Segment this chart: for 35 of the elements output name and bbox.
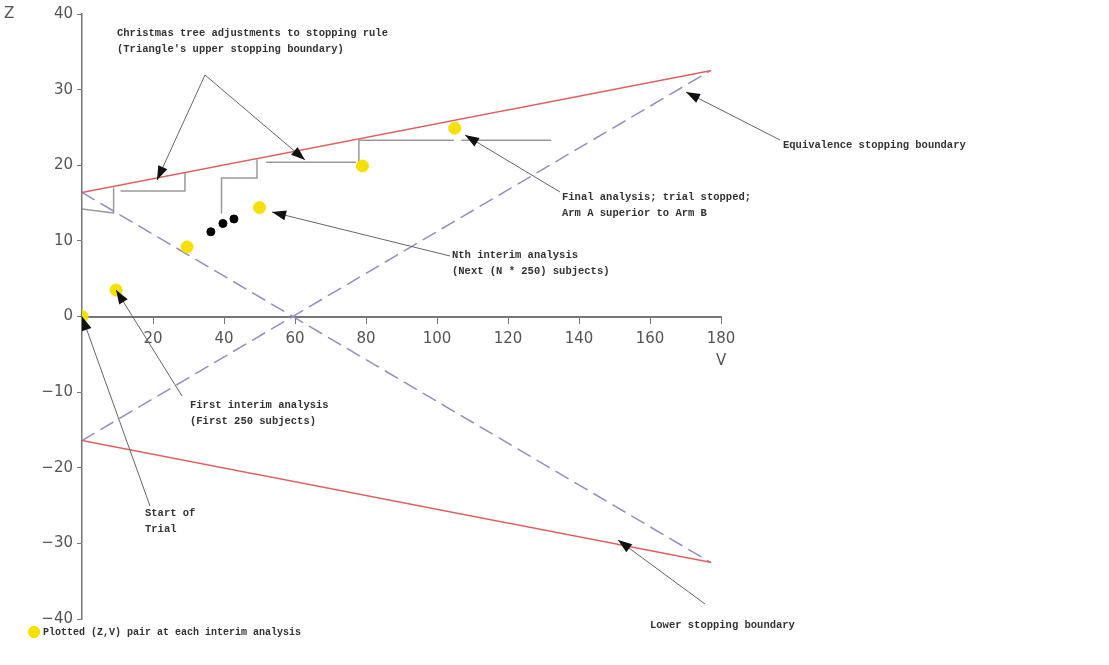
point xyxy=(218,218,228,228)
y-tick-label: −40 xyxy=(41,608,73,627)
text: Equivalence stopping boundary xyxy=(783,138,967,151)
annotation: Christmas tree adjustments to stopping rule (Triangle's upper stopping boundary) xyxy=(117,26,388,55)
x-tick-label: 20 xyxy=(143,329,163,348)
y-tick-label: 40 xyxy=(53,3,73,22)
annotation: Lower stopping boundary xyxy=(650,618,796,631)
x-tick-label: 160 xyxy=(635,329,665,348)
y-tick-label: 20 xyxy=(53,155,73,174)
y-tick-label: −20 xyxy=(41,457,73,476)
x-tick-label: 140 xyxy=(564,329,594,348)
y-tick-label: −30 xyxy=(41,533,73,552)
x-tick-label: 100 xyxy=(422,329,452,348)
annotation: First interim analysis (First 250 subjects) xyxy=(190,398,329,427)
x-tick-label: 40 xyxy=(214,329,234,348)
x-tick-label: 180 xyxy=(706,329,736,348)
point xyxy=(355,159,369,173)
y-tick-label: 10 xyxy=(53,230,73,249)
x-tick-label: 80 xyxy=(356,329,376,348)
point xyxy=(206,227,216,237)
point xyxy=(180,240,194,254)
y-tick-label: −10 xyxy=(41,382,73,401)
annotation: Final analysis; trial stopped; Arm A superior to Arm B xyxy=(562,190,752,219)
y-tick-label: 0 xyxy=(63,306,73,325)
y-axis-title: Z xyxy=(4,3,15,22)
point xyxy=(229,214,239,224)
x-tick-label: 120 xyxy=(493,329,523,348)
x-tick-label: 60 xyxy=(285,329,305,348)
annotation: Start of Trial xyxy=(145,506,196,535)
x-axis-title: V xyxy=(715,351,727,370)
point xyxy=(253,201,266,215)
point xyxy=(448,121,462,135)
legend-label: Plotted (Z,V) pair at each interim analysis xyxy=(43,626,302,638)
annotation: Nth interim analysis (Next (N * 250) subjects) xyxy=(452,248,610,277)
y-tick-label: 30 xyxy=(53,79,73,98)
